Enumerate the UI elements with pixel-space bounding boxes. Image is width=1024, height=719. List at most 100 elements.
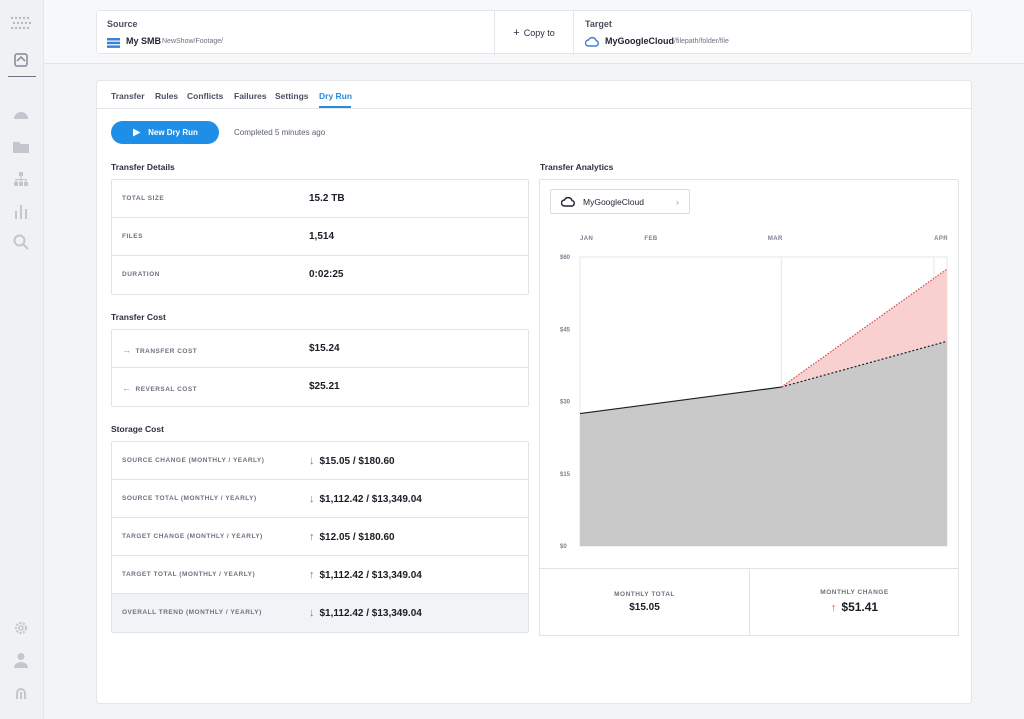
row-label: TOTAL SIZE	[122, 195, 165, 202]
row-value: ↓ $1,112.42 / $13,349.04	[309, 607, 422, 619]
cloud-select-dropdown[interactable]: MyGoogleCloud ›	[550, 189, 690, 214]
power-icon[interactable]	[10, 681, 32, 703]
new-dry-run-label: New Dry Run	[148, 128, 198, 137]
row-value: $25.21	[309, 381, 340, 392]
y-tick-label: $30	[560, 400, 571, 406]
y-tick-label: $60	[560, 255, 571, 261]
arrow-right-icon: →	[122, 345, 132, 355]
y-tick-label: $15	[560, 472, 571, 478]
table-row: DURATION 0:02:25	[112, 256, 528, 294]
source-path: NewShow/Footage/	[162, 38, 224, 45]
tab-conflicts[interactable]: Conflicts	[187, 91, 224, 101]
table-row: SOURCE CHANGE (MONTHLY / YEARLY) ↓ $15.05…	[112, 442, 528, 480]
transfer-nav-icon[interactable]	[10, 49, 32, 71]
x-tick-label: MAR	[768, 236, 783, 242]
trend-down-icon: ↓	[309, 455, 315, 467]
table-row: TOTAL SIZE 15.2 TB	[112, 180, 528, 218]
cloud-icon	[584, 34, 599, 52]
monthly-total-label: MONTHLY TOTAL	[614, 591, 675, 598]
tab-rules[interactable]: Rules	[155, 91, 179, 101]
smb-drive-icon	[107, 35, 120, 53]
row-label: OVERALL TREND (MONTHLY / YEARLY)	[122, 609, 262, 616]
summary-divider	[749, 569, 750, 635]
row-value: ↑ $1,112.42 / $13,349.04	[309, 569, 422, 581]
tab-bar: Transfer Rules Conflicts Failures Settin…	[97, 81, 971, 109]
table-row: ← REVERSAL COST $25.21	[112, 368, 528, 406]
row-value: ↓ $15.05 / $180.60	[309, 455, 395, 467]
target-name[interactable]: MyGoogleCloud	[605, 36, 674, 46]
x-tick-label: FEB	[644, 236, 657, 242]
current-line	[579, 386, 782, 415]
y-tick-label: $45	[560, 327, 571, 333]
cloud-icon	[561, 196, 575, 207]
header-divider	[494, 11, 495, 55]
projected-high-line	[780, 268, 948, 388]
source-label: Source	[107, 19, 138, 29]
cost-area	[580, 341, 947, 546]
table-row: → TRANSFER COST $15.24	[112, 330, 528, 368]
dry-run-status: Completed 5 minutes ago	[234, 128, 326, 137]
row-value: 1,514	[309, 231, 335, 242]
bar-chart-icon[interactable]	[10, 200, 32, 222]
trend-up-icon: ↑	[830, 602, 837, 614]
analytics-chart: JAN FEB MAR APR $0 $15 $30 $45 $60	[560, 236, 948, 550]
monthly-change-value: ↑ $51.41	[830, 600, 879, 614]
row-label: TARGET TOTAL (MONTHLY / YEARLY)	[122, 571, 256, 578]
trend-down-icon: ↓	[309, 493, 315, 505]
transfer-cost-table: → TRANSFER COST $15.24 ← REVERSAL COST $25…	[111, 329, 529, 407]
arrow-left-icon: ←	[122, 383, 132, 393]
monthly-total-cell: MONTHLY TOTAL $15.05	[540, 569, 749, 635]
copy-to-label: Copy to	[523, 28, 555, 38]
row-label: FILES	[122, 233, 143, 240]
target-path: /filepath/folder/file	[674, 38, 729, 45]
source-target-header: Source My SMB NewShow/Footage/ + Copy to…	[96, 10, 972, 55]
row-label: SOURCE TOTAL (MONTHLY / YEARLY)	[122, 495, 257, 502]
header-divider	[573, 11, 574, 55]
row-label: DURATION	[122, 271, 160, 278]
tab-transfer[interactable]: Transfer	[111, 91, 145, 101]
row-label: SOURCE CHANGE (MONTHLY / YEARLY)	[122, 457, 265, 464]
target-label: Target	[585, 19, 612, 29]
row-value: $15.24	[309, 343, 340, 354]
table-row: TARGET TOTAL (MONTHLY / YEARLY) ↑ $1,112.…	[112, 556, 528, 594]
dry-run-panel: Transfer Rules Conflicts Failures Settin…	[96, 80, 972, 704]
y-tick-label: $0	[560, 544, 567, 550]
active-tab-indicator	[319, 106, 351, 108]
projected-baseline-line	[781, 340, 948, 388]
dashboard-gauge-icon[interactable]	[10, 103, 32, 125]
user-icon[interactable]	[10, 649, 32, 671]
trend-up-icon: ↑	[309, 531, 315, 543]
transfer-details-table: TOTAL SIZE 15.2 TB FILES 1,514 DURATION …	[111, 179, 529, 295]
tab-settings[interactable]: Settings	[275, 91, 309, 101]
row-value: 0:02:25	[309, 269, 344, 280]
play-icon	[133, 128, 141, 137]
trend-up-icon: ↑	[309, 569, 315, 581]
transfer-details-title: Transfer Details	[111, 162, 175, 172]
row-label: → TRANSFER COST	[122, 345, 198, 355]
settings-gear-icon[interactable]	[10, 617, 32, 639]
storage-cost-table: SOURCE CHANGE (MONTHLY / YEARLY) ↓ $15.05…	[111, 441, 529, 633]
trend-down-icon: ↓	[309, 607, 315, 619]
table-row: TARGET CHANGE (MONTHLY / YEARLY) ↑ $12.05…	[112, 518, 528, 556]
monthly-change-cell: MONTHLY CHANGE ↑ $51.41	[750, 569, 959, 635]
copy-to-button[interactable]: + Copy to	[495, 11, 573, 55]
app-logo-icon[interactable]	[10, 12, 32, 34]
search-icon[interactable]	[10, 231, 32, 253]
monthly-total-value: $15.05	[629, 602, 660, 613]
new-dry-run-button[interactable]: New Dry Run	[111, 121, 219, 144]
transfer-analytics-title: Transfer Analytics	[540, 162, 614, 172]
table-row: OVERALL TREND (MONTHLY / YEARLY) ↓ $1,112…	[112, 594, 528, 632]
analytics-panel: MyGoogleCloud › JAN FEB MAR APR $0 $15 $30 $45 $…	[539, 179, 959, 635]
folder-icon[interactable]	[10, 135, 32, 157]
chevron-right-icon: ›	[676, 196, 679, 207]
row-label: TARGET CHANGE (MONTHLY / YEARLY)	[122, 533, 263, 540]
storage-cost-title: Storage Cost	[111, 424, 164, 434]
hierarchy-icon[interactable]	[10, 168, 32, 190]
plus-icon: +	[513, 27, 520, 39]
row-value: 15.2 TB	[309, 193, 345, 204]
row-value: ↑ $12.05 / $180.60	[309, 531, 395, 543]
source-name[interactable]: My SMB	[126, 36, 162, 46]
tab-dry-run[interactable]: Dry Run	[319, 91, 353, 101]
tab-failures[interactable]: Failures	[234, 91, 267, 101]
table-row: FILES 1,514	[112, 218, 528, 256]
